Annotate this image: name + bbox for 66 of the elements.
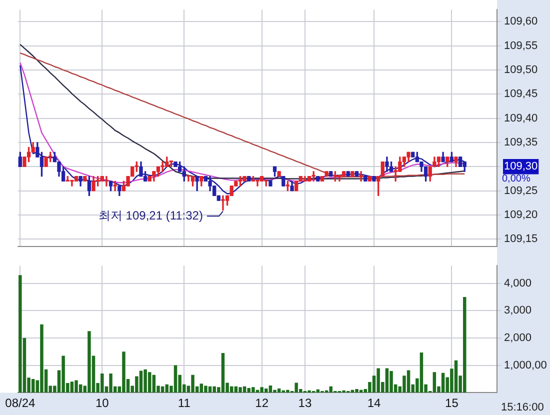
- x-tick-label: 11: [178, 396, 191, 410]
- bar: [18, 275, 22, 393]
- bar: [273, 390, 276, 393]
- y-tick-label: 109,40: [504, 112, 538, 124]
- y-tick-label: 109,35: [504, 136, 538, 149]
- bar: [308, 390, 311, 393]
- bar: [200, 384, 204, 393]
- candlestick: [346, 171, 350, 177]
- annotation: 최저 109,21 (11:32): [98, 208, 203, 222]
- bar: [221, 353, 225, 393]
- bar: [390, 371, 393, 393]
- y-tick-label: 109,60: [504, 16, 538, 28]
- y-tick-label: 109,15: [504, 233, 538, 246]
- y-tick-label: 109,55: [504, 40, 538, 52]
- x-tick-label: 08/24: [5, 396, 36, 410]
- bar: [385, 368, 389, 393]
- candlestick: [354, 171, 359, 177]
- bar: [109, 373, 112, 393]
- y-tick-label: 109,20: [504, 209, 538, 222]
- y-tick-label: 109,30: [504, 160, 538, 173]
- x-tick-label: 15: [445, 396, 459, 410]
- bar: [152, 374, 156, 393]
- bar: [268, 386, 272, 393]
- y-tick-label: 3,000: [504, 304, 532, 317]
- y-tick-label: 109,45: [504, 88, 538, 100]
- bar: [88, 331, 91, 393]
- text: 0,00%: [502, 173, 530, 184]
- bar: [432, 372, 436, 393]
- bar: [40, 324, 44, 393]
- x-tick-label: 10: [95, 396, 110, 410]
- bar: [277, 388, 281, 393]
- bar: [191, 374, 194, 393]
- y-tick-label: 4,000: [504, 277, 532, 290]
- candlestick: [268, 180, 272, 186]
- y-tick-label: 109,25: [504, 184, 538, 197]
- bar: [174, 365, 178, 393]
- bar: [70, 382, 74, 393]
- bar: [62, 356, 65, 393]
- bar: [122, 352, 126, 393]
- x-tick-label: 12: [255, 396, 269, 410]
- candlestick: [282, 176, 286, 186]
- candlestick: [350, 171, 354, 177]
- bar: [31, 378, 35, 393]
- bar: [252, 387, 255, 393]
- y-tick-label: 2,000: [504, 332, 532, 344]
- bar: [441, 372, 445, 393]
- bar: [74, 380, 78, 393]
- bar: [204, 386, 208, 393]
- bar: [420, 352, 424, 393]
- y-tick-label: 1,000,00: [504, 359, 547, 372]
- x-tick-label: 13: [298, 396, 312, 410]
- bar: [454, 360, 458, 393]
- bar: [355, 389, 358, 393]
- bar: [342, 390, 346, 393]
- y-tick-label: 109,50: [504, 64, 538, 76]
- bar: [78, 384, 82, 393]
- text: 15:16:00: [501, 402, 544, 414]
- bar: [260, 387, 264, 393]
- candlestick: [277, 171, 281, 177]
- candlestick: [329, 171, 333, 177]
- bar: [238, 387, 242, 393]
- x-tick-label: 14: [367, 396, 382, 410]
- bar: [139, 370, 143, 393]
- bar: [144, 369, 147, 393]
- bar: [286, 390, 290, 393]
- bar: [406, 370, 410, 393]
